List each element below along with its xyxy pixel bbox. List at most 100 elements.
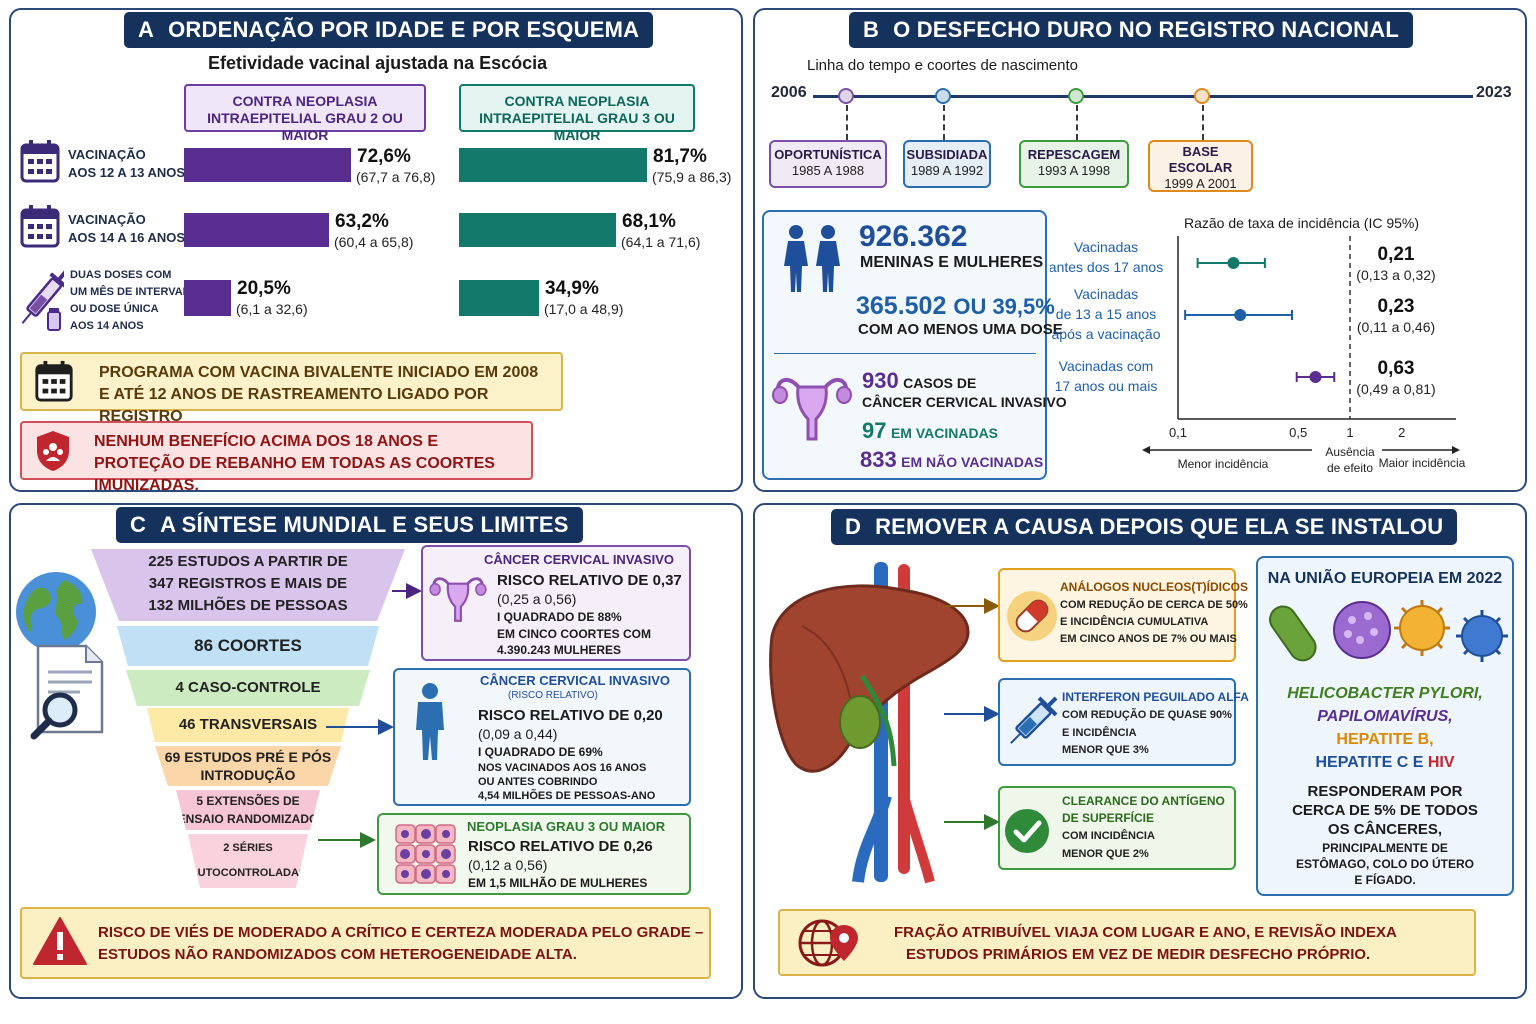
panel-a-title: A ORDENAÇÃO POR IDADE E POR ESQUEMA [124, 12, 654, 48]
treatment-3-text: CLEARANCE DO ANTÍGENO DE SUPERFÍCIE COM … [1062, 793, 1225, 862]
uterus-icon [429, 577, 487, 622]
effectiveness-bar-cin2 [184, 213, 329, 247]
treatment-2-line2: E INCIDÊNCIA [1062, 727, 1137, 739]
forest-row-label: de 13 a 15 anos [1056, 306, 1156, 322]
result-3-body: RISCO RELATIVO DE 0,26 (0,12 a 0,56) EM … [468, 837, 653, 892]
row-label-doses-l1: DUAS DOSES COM [70, 269, 172, 281]
funnel-tier-text: 4 CASO-CONTROLE [175, 679, 321, 696]
eu-small-l2: ESTÔMAGO, COLO DO ÚTERO [1295, 857, 1474, 871]
cases-label1: CASOS DE [903, 375, 977, 391]
row-label-14-16-l1: VACINAÇÃO [68, 212, 146, 227]
cases-vacc-count: 97 [862, 418, 887, 443]
result-1-line2: (0,25 a 0,56) [497, 591, 577, 607]
eu-body-l2: CERCA DE 5% DE TODOS [1292, 802, 1478, 819]
panel-b-letter: B [863, 17, 880, 42]
agents-list: HELICOBACTER PYLORI, PAPILOMAVÍRUS, HEPA… [1256, 682, 1514, 774]
forest-row-label: após a vacinação [1052, 326, 1161, 342]
result-1-body: RISCO RELATIVO DE 0,37 (0,25 a 0,56) I Q… [497, 571, 682, 658]
agent-hepatitis-c: HEPATITE C [1315, 754, 1409, 771]
pathogens-icon [1269, 600, 1508, 662]
row-label-doses: DUAS DOSES COM UM MÊS DE INTERVALO OU DO… [70, 267, 198, 335]
panel-d-title-text: REMOVER A CAUSA DEPOIS QUE ELA SE INSTAL… [875, 514, 1444, 539]
forest-point [1227, 257, 1240, 269]
eu-title: NA UNIÃO EUROPEIA EM 2022 [1267, 570, 1503, 587]
result-2-line1: RISCO RELATIVO DE 0,20 [478, 707, 663, 724]
cohort-box: OPORTUNÍSTICA 1985 A 1988 [769, 140, 887, 188]
cases-unvacc-count: 833 [860, 447, 897, 472]
forest-null-label: Ausência [1325, 445, 1375, 459]
panel-a-title-text: ORDENAÇÃO POR IDADE E POR ESQUEMA [168, 17, 640, 42]
treatment-2-line1: COM REDUÇÃO DE QUASE 90% [1062, 709, 1232, 721]
result-2-line2: (0,09 a 0,44) [478, 726, 558, 742]
cells-icon [395, 824, 456, 884]
agent-hepatitis-b: HEPATITE B, [1336, 731, 1434, 748]
treatment-3-line2: MENOR QUE 2% [1062, 848, 1149, 860]
cases-unvacc-label: EM NÃO VACINADAS [901, 454, 1044, 470]
vaccinated-count-number: 365.502 [856, 292, 947, 320]
forest-row-label: Vacinadas [1074, 239, 1138, 255]
row-label-12-13-l1: VACINAÇÃO [68, 147, 146, 162]
timeline-title: Linha do tempo e coortes de nascimento [807, 57, 1079, 74]
syringe-icon [21, 269, 64, 331]
agent-papillomavirus: PAPILOMAVÍRUS, [1317, 708, 1453, 725]
funnel-tier: 225 ESTUDOS A PARTIR DE 347 REGISTROS E M… [91, 549, 405, 621]
effectiveness-ci: (60,4 a 65,8) [334, 234, 414, 250]
population-label: MENINAS E MULHERES [860, 254, 1044, 271]
effectiveness-bar-cin2 [184, 280, 231, 316]
forest-ci-text: (0,11 a 0,46) [1357, 319, 1435, 335]
treatment-3-title: CLEARANCE DO ANTÍGENO [1062, 794, 1225, 808]
forest-right-arrowhead [1452, 446, 1460, 454]
cohort-name: ESCOLAR [1168, 160, 1233, 175]
effectiveness-value: 68,1% [622, 211, 676, 232]
cases-count: 930 [862, 368, 899, 393]
funnel-tier-text: 225 ESTUDOS A PARTIR DE [148, 553, 348, 570]
treatment-2-title: INTERFERON PEGUILADO ALFA [1062, 690, 1249, 704]
cohort-box: REPESCAGEM 1993 A 1998 [1019, 140, 1129, 188]
funnel-tier-text: 5 EXTENSÕES DE [196, 794, 300, 808]
forest-row-label: Vacinadas com [1059, 358, 1154, 374]
forest-estimate: 0,23 [1378, 296, 1415, 317]
treatment-arrows [944, 598, 1000, 830]
treatment-1-title: ANÁLOGOS NUCLEOS(T)ÍDICOS [1060, 580, 1248, 594]
stats-divider [774, 353, 1036, 354]
treatment-2-text: INTERFERON PEGUILADO ALFA COM REDUÇÃO DE… [1062, 688, 1249, 759]
cases-line: 930 CASOS DE [862, 368, 976, 394]
no-benefit-note: NENHUM BENEFÍCIO ACIMA DOS 18 ANOS E PRO… [20, 421, 533, 494]
result-1-line5: 4.390.243 MULHERES [497, 643, 622, 657]
panel-c-letter: C [130, 512, 147, 537]
result-3-line2: (0,12 a 0,56) [468, 857, 548, 873]
effectiveness-bar-cin3 [459, 213, 616, 247]
bias-warning-l2: ESTUDOS NÃO RANDOMIZADOS COM HETEROGENEI… [98, 946, 577, 963]
eu-small-l1: PRINCIPALMENTE DE [1322, 841, 1448, 855]
effectiveness-ci: (17,0 a 48,9) [544, 301, 624, 317]
cohort-connector [1076, 105, 1078, 140]
effectiveness-value: 34,9% [545, 278, 599, 299]
cohort-dot [838, 88, 854, 104]
funnel-tier-text: 46 TRANSVERSAIS [178, 716, 318, 733]
vaccinated-pct: OU 39,5% [953, 294, 1055, 319]
cohort-name: OPORTUNÍSTICA [774, 147, 882, 162]
agent-line-hep-c-hiv: HEPATITE C E HIV [1256, 751, 1514, 774]
result-2-line5: OU ANTES COBRINDO [478, 776, 598, 788]
bias-warning-l1: RISCO DE VIÉS DE MODERADO A CRÍTICO E CE… [98, 924, 704, 941]
warning-icon [33, 917, 87, 965]
vaccinated-label: COM AO MENOS UMA DOSE [858, 321, 1063, 338]
cohort-connector [846, 105, 848, 140]
footer-note-d-l2: ESTUDOS PRIMÁRIOS EM VEZ DE MEDIR DESFEC… [906, 946, 1371, 963]
funnel-tier-text: 2 SÉRIES [223, 842, 273, 854]
funnel-tier-text: 132 MILHÕES DE PESSOAS [148, 597, 348, 614]
forest-left-label: Menor incidência [1178, 457, 1269, 471]
agent-and: E [1412, 754, 1424, 771]
eu-body-l1: RESPONDERAM POR [1307, 783, 1463, 800]
row-label-doses-l4: AOS 14 ANOS [70, 320, 144, 332]
cin3-header-line1: CONTRA NEOPLASIA [504, 93, 650, 109]
cohort-years: 1993 A 1998 [1037, 163, 1111, 178]
vaccinated-count: 365.502 OU 39,5% [856, 292, 1055, 321]
cases-vaccinated: 97 EM VACINADAS [862, 418, 998, 444]
row-label-doses-l3: OU DOSE ÚNICA [70, 303, 159, 315]
funnel-tier-text: ENSAIO RANDOMIZADO [177, 812, 319, 826]
result-1-title: CÂNCER CERVICAL INVASIVO [484, 552, 674, 567]
panel-b-title: B O DESFECHO DURO NO REGISTRO NACIONAL [849, 12, 1413, 48]
document-search-icon [30, 644, 104, 740]
panel-b-title-text: O DESFECHO DURO NO REGISTRO NACIONAL [893, 17, 1399, 42]
